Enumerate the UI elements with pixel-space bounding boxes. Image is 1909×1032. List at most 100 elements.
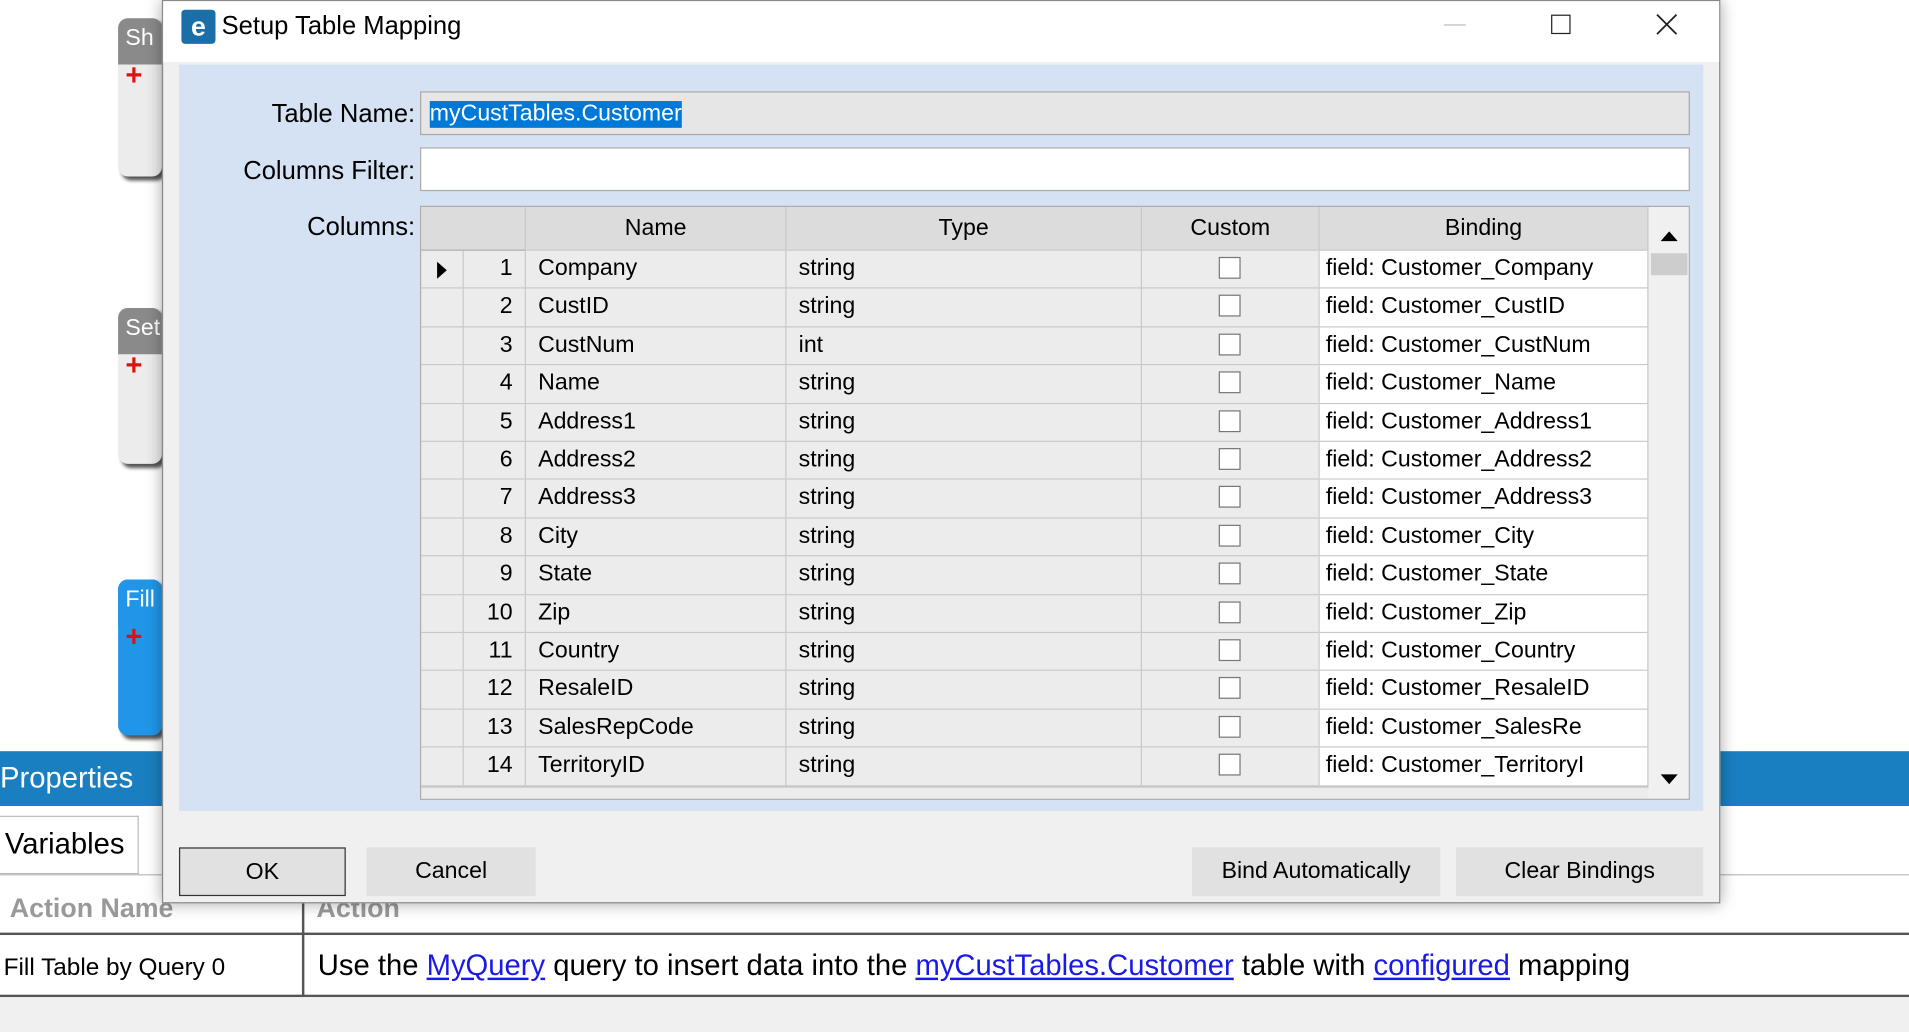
binding[interactable]: field: Customer_CustNum [1319, 327, 1649, 366]
checkbox[interactable] [1218, 562, 1241, 585]
binding[interactable]: field: Customer_Address1 [1319, 403, 1649, 442]
close-button[interactable] [1656, 13, 1678, 35]
checkbox[interactable] [1218, 486, 1241, 509]
scrollbar[interactable] [1648, 206, 1689, 799]
tab[interactable]: Variables [0, 815, 139, 875]
button[interactable]: Bind Automatically [1191, 847, 1441, 897]
checkbox[interactable] [1218, 600, 1241, 623]
card-title: Set [118, 308, 162, 355]
scroll-down[interactable] [1660, 774, 1678, 785]
checkbox[interactable] [1218, 409, 1241, 432]
column-type[interactable]: string [786, 441, 1143, 481]
scroll-thumb[interactable] [1650, 253, 1688, 276]
checkbox[interactable] [1218, 753, 1241, 776]
checkbox[interactable] [1218, 715, 1241, 738]
binding[interactable]: field: Customer_State [1319, 556, 1649, 595]
binding[interactable]: field: Customer_Address2 [1319, 441, 1649, 481]
action-text: Use the MyQuery query to insert data int… [318, 950, 1630, 984]
column-type[interactable]: string [786, 289, 1143, 328]
filter-input[interactable] [420, 147, 1690, 192]
header-cell [421, 206, 526, 251]
column-type[interactable]: string [786, 747, 1143, 786]
column-name[interactable]: Country [525, 633, 787, 672]
row-header [421, 480, 464, 519]
header-cell[interactable]: Type [786, 206, 1143, 251]
link[interactable]: myCustTables.Customer [915, 949, 1234, 983]
binding[interactable]: field: Customer_Company [1319, 250, 1649, 290]
row-header [421, 441, 464, 481]
checkbox[interactable] [1218, 639, 1241, 662]
binding[interactable]: field: Customer_TerritoryI [1319, 747, 1649, 786]
column-type[interactable]: string [786, 671, 1143, 710]
column-name[interactable]: CustID [525, 289, 787, 328]
header-cell[interactable]: Custom [1142, 206, 1320, 251]
column-name[interactable]: ResaleID [525, 671, 787, 710]
column-name[interactable]: SalesRepCode [525, 709, 787, 748]
button[interactable]: OK [178, 847, 346, 897]
custom-cell [1142, 403, 1320, 442]
link[interactable]: configured [1373, 949, 1510, 983]
card[interactable]: Set + [118, 308, 162, 464]
link[interactable]: MyQuery [426, 949, 546, 983]
column-name[interactable]: State [525, 556, 787, 595]
maximize-button[interactable] [1551, 14, 1571, 35]
card-title: Fill [118, 579, 162, 626]
app-icon: e [181, 9, 216, 44]
row-header [421, 747, 464, 786]
column-type[interactable]: string [786, 556, 1143, 595]
card[interactable]: Fill + [118, 579, 162, 736]
button[interactable]: Clear Bindings [1456, 847, 1704, 897]
custom-cell [1142, 518, 1320, 557]
column-name[interactable]: Company [525, 250, 787, 290]
binding[interactable]: field: Customer_ResaleID [1319, 671, 1649, 710]
column-name[interactable]: City [525, 518, 787, 557]
column-type[interactable]: string [786, 403, 1143, 442]
column-name[interactable]: CustNum [525, 327, 787, 366]
checkbox[interactable] [1218, 448, 1241, 470]
custom-cell [1142, 594, 1320, 634]
custom-cell [1142, 441, 1320, 481]
binding[interactable]: field: Customer_Zip [1319, 594, 1649, 634]
column-name[interactable]: Name [525, 365, 787, 404]
column-name[interactable]: Zip [525, 594, 787, 634]
input-text: myCustTables.Customer [429, 101, 682, 128]
column-type[interactable]: int [786, 327, 1143, 366]
column-type[interactable]: string [786, 365, 1143, 404]
minimize-button[interactable] [1443, 24, 1466, 26]
columns-grid: Name Type Custom Binding 1 Company string field… [420, 205, 1690, 800]
row-header [421, 518, 464, 557]
checkbox[interactable] [1218, 295, 1241, 318]
column-type[interactable]: string [786, 480, 1143, 519]
binding[interactable]: field: Customer_Name [1319, 365, 1649, 404]
column-type[interactable]: string [786, 250, 1143, 290]
checkbox[interactable] [1218, 677, 1241, 700]
binding[interactable]: field: Customer_City [1319, 518, 1649, 557]
button[interactable]: Cancel [366, 847, 536, 897]
footer [0, 997, 1909, 1032]
header-cell[interactable]: Binding [1319, 206, 1649, 251]
checkbox[interactable] [1218, 333, 1241, 356]
column-type[interactable]: string [786, 709, 1143, 748]
column-type[interactable]: string [786, 633, 1143, 672]
column-name[interactable]: TerritoryID [525, 747, 787, 786]
column-name[interactable]: Address2 [525, 441, 787, 481]
custom-cell [1142, 556, 1320, 595]
header-cell[interactable]: Name [525, 206, 787, 251]
column-name[interactable]: Address1 [525, 403, 787, 442]
panel-title: Properties [0, 762, 134, 796]
column-type[interactable]: string [786, 594, 1143, 634]
text: Use the [317, 949, 427, 983]
checkbox[interactable] [1218, 371, 1241, 394]
binding[interactable]: field: Customer_SalesRe [1319, 709, 1649, 748]
checkbox[interactable] [1218, 524, 1241, 547]
binding[interactable]: field: Customer_Country [1319, 633, 1649, 672]
binding[interactable]: field: Customer_Address3 [1319, 480, 1649, 519]
column-name[interactable]: Address3 [525, 480, 787, 519]
scroll-up[interactable] [1660, 231, 1678, 242]
table-name-input[interactable]: myCustTables.Customer [420, 91, 1690, 136]
card[interactable]: Sh + [118, 18, 162, 177]
binding[interactable]: field: Customer_CustID [1319, 289, 1649, 328]
checkbox[interactable] [1218, 256, 1241, 279]
row-index: 10 [463, 594, 526, 634]
column-type[interactable]: string [786, 518, 1143, 557]
